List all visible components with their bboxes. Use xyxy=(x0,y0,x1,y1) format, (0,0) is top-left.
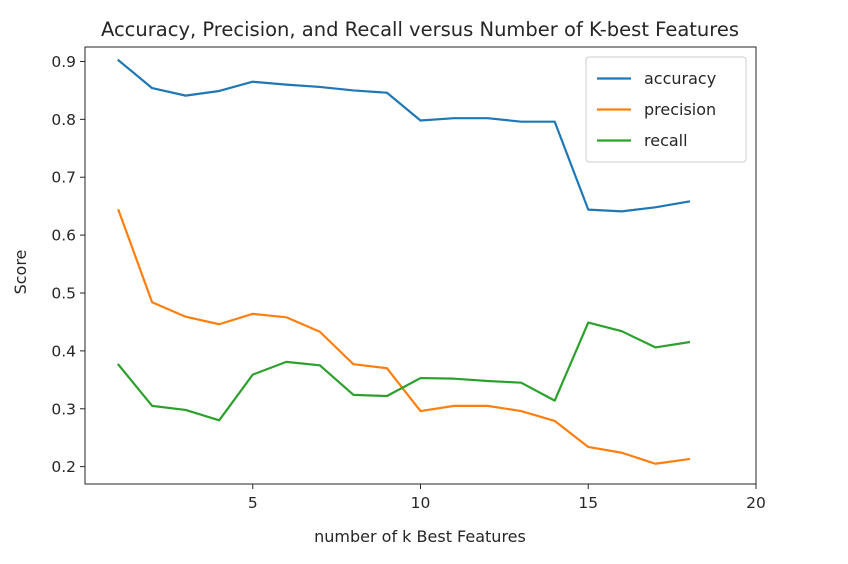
y-axis-label: Score xyxy=(11,250,30,295)
y-tick-label: 0.4 xyxy=(51,342,76,360)
x-tick-label: 20 xyxy=(746,494,766,512)
y-tick-label: 0.2 xyxy=(51,458,76,476)
series-line-accuracy xyxy=(117,58,691,213)
y-axis-ticks: 0.2 0.3 0.4 0.5 0.6 0.7 0.8 0.9 xyxy=(51,53,85,476)
legend-label-precision: precision xyxy=(644,100,716,119)
series-lines xyxy=(117,58,691,465)
x-tick-label: 15 xyxy=(578,494,598,512)
y-tick-label: 0.7 xyxy=(51,169,76,187)
legend-label-accuracy: accuracy xyxy=(644,69,716,88)
series-line-recall xyxy=(117,321,691,422)
legend-box xyxy=(585,56,747,163)
legend: accuracy precision recall xyxy=(585,56,747,163)
x-tick-label: 5 xyxy=(248,494,258,512)
legend-label-recall: recall xyxy=(644,131,688,150)
y-tick-label: 0.6 xyxy=(51,227,76,245)
y-tick-label: 0.5 xyxy=(51,284,76,302)
y-tick-label: 0.8 xyxy=(51,111,76,129)
x-axis-label: number of k Best Features xyxy=(314,527,526,546)
y-tick-label: 0.3 xyxy=(51,400,76,418)
y-tick-label: 0.9 xyxy=(51,53,76,71)
series-line-precision xyxy=(117,208,691,465)
chart-title: Accuracy, Precision, and Recall versus N… xyxy=(101,18,739,41)
x-axis-ticks: 5 10 15 20 xyxy=(248,484,766,512)
x-tick-label: 10 xyxy=(411,494,431,512)
